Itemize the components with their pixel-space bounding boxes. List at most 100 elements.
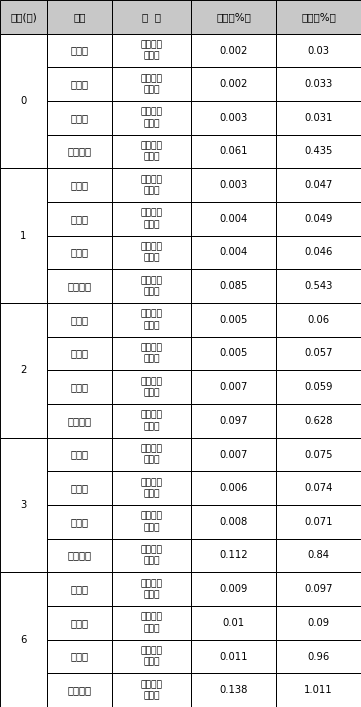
Bar [47, 539, 112, 573]
Text: 第一批: 第一批 [70, 450, 88, 460]
Bar [47, 303, 112, 337]
Text: 白色结晶
性粉末: 白色结晶 性粉末 [141, 40, 162, 61]
Bar [112, 101, 191, 134]
Bar [191, 337, 276, 370]
Text: 0.009: 0.009 [219, 584, 248, 594]
Text: 0.01: 0.01 [223, 618, 245, 628]
Bar [112, 438, 191, 472]
Text: 白色结晶
性粉末: 白色结晶 性粉末 [141, 646, 162, 667]
Bar [276, 337, 361, 370]
Bar [112, 640, 191, 673]
Bar [191, 673, 276, 707]
Bar [276, 573, 361, 606]
Bar [191, 438, 276, 472]
Bar [112, 34, 191, 67]
Text: 白色结晶
性粉末: 白色结晶 性粉末 [141, 107, 162, 128]
Text: 0.004: 0.004 [219, 214, 248, 224]
Text: 0.112: 0.112 [219, 551, 248, 561]
Text: 性  状: 性 状 [142, 12, 161, 22]
Bar [47, 472, 112, 505]
Bar [47, 539, 112, 573]
Text: 白色结晶
性粉末: 白色结晶 性粉末 [141, 613, 162, 633]
Text: 0.033: 0.033 [304, 79, 333, 89]
Text: 第二批: 第二批 [70, 214, 88, 224]
Bar [112, 303, 191, 337]
Bar [276, 168, 361, 202]
Bar [0, 438, 47, 573]
Text: 0.031: 0.031 [304, 113, 333, 123]
Text: 第一批: 第一批 [70, 180, 88, 190]
Text: 0.059: 0.059 [304, 382, 333, 392]
Bar [191, 505, 276, 539]
Bar [276, 606, 361, 640]
Bar [112, 573, 191, 606]
Text: 第二批: 第二批 [70, 79, 88, 89]
Text: 第二批: 第二批 [70, 618, 88, 628]
Text: 0.007: 0.007 [219, 382, 248, 392]
Text: 0.097: 0.097 [219, 416, 248, 426]
Bar [112, 168, 191, 202]
Text: 3: 3 [20, 500, 27, 510]
Bar [47, 101, 112, 134]
Text: 白色结晶
性粉末: 白色结晶 性粉末 [141, 276, 162, 296]
Bar [0, 0, 47, 34]
Bar [47, 606, 112, 640]
Bar [191, 202, 276, 235]
Bar [112, 303, 191, 337]
Bar [112, 370, 191, 404]
Text: 白色结晶
性粉末: 白色结晶 性粉末 [141, 344, 162, 363]
Bar [47, 505, 112, 539]
Text: 1: 1 [20, 230, 27, 240]
Bar [276, 202, 361, 235]
Bar [47, 404, 112, 438]
Bar [47, 269, 112, 303]
Bar [276, 606, 361, 640]
Bar [191, 673, 276, 707]
Bar [276, 67, 361, 101]
Bar [191, 269, 276, 303]
Text: 0.003: 0.003 [219, 180, 248, 190]
Bar [191, 337, 276, 370]
Text: 0.543: 0.543 [304, 281, 333, 291]
Text: 0.06: 0.06 [308, 315, 330, 325]
Text: 0.004: 0.004 [219, 247, 248, 257]
Bar [276, 101, 361, 134]
Text: 白色结晶
性粉末: 白色结晶 性粉末 [141, 478, 162, 498]
Text: 市售原料: 市售原料 [68, 685, 91, 695]
Text: 0.075: 0.075 [304, 450, 333, 460]
Bar [0, 438, 47, 573]
Bar [112, 168, 191, 202]
Bar [47, 673, 112, 707]
Text: 0.008: 0.008 [219, 517, 248, 527]
Bar [191, 134, 276, 168]
Text: 0.005: 0.005 [219, 349, 248, 358]
Text: 0.09: 0.09 [308, 618, 330, 628]
Bar [47, 573, 112, 606]
Bar [47, 202, 112, 235]
Bar [191, 539, 276, 573]
Bar [112, 235, 191, 269]
Bar [47, 640, 112, 673]
Bar [276, 472, 361, 505]
Bar [276, 505, 361, 539]
Text: 白色结晶
性粉末: 白色结晶 性粉末 [141, 680, 162, 700]
Text: 第二批: 第二批 [70, 349, 88, 358]
Bar [276, 370, 361, 404]
Bar [191, 67, 276, 101]
Bar [47, 606, 112, 640]
Bar [191, 370, 276, 404]
Bar [112, 202, 191, 235]
Bar [47, 34, 112, 67]
Bar [191, 573, 276, 606]
Bar [276, 438, 361, 472]
Bar [112, 539, 191, 573]
Text: 0.002: 0.002 [219, 79, 248, 89]
Bar [112, 438, 191, 472]
Text: 0.435: 0.435 [304, 146, 333, 156]
Bar [112, 134, 191, 168]
Bar [0, 0, 47, 34]
Text: 第三批: 第三批 [70, 517, 88, 527]
Text: 第三批: 第三批 [70, 247, 88, 257]
Text: 市售原料: 市售原料 [68, 146, 91, 156]
Bar [191, 67, 276, 101]
